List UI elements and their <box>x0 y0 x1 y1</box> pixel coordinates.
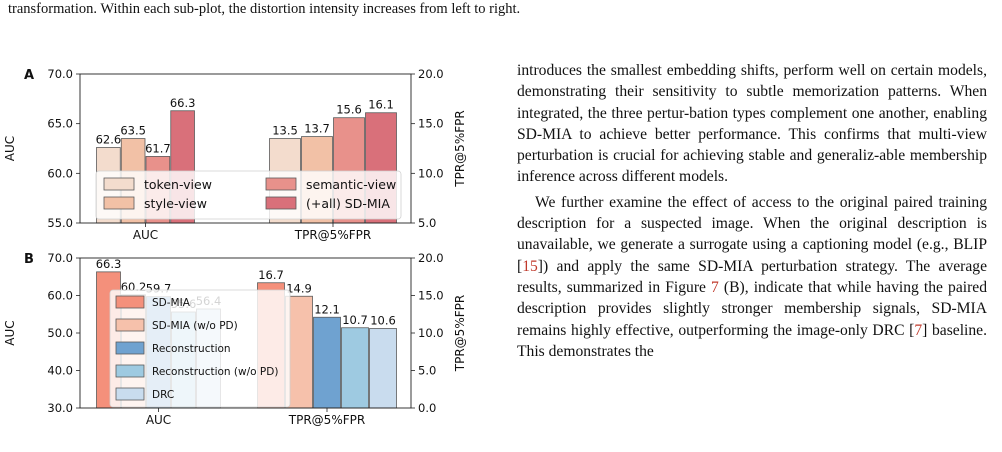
panel-label: B <box>24 252 34 267</box>
legend-swatch <box>115 318 145 332</box>
bar <box>369 328 397 409</box>
bar-value-label: 13.7 <box>304 122 330 136</box>
panel-label: A <box>24 68 34 83</box>
bar-value-label: 13.5 <box>272 124 298 138</box>
legend-swatch <box>103 196 135 210</box>
x-tick-label: TPR@5%FPR <box>294 228 371 242</box>
legend-swatch <box>265 196 297 210</box>
y-tick-label-right: 15.0 <box>418 117 444 131</box>
y-tick-label-left: 65.0 <box>47 117 73 131</box>
legend-label: style-view <box>144 196 207 211</box>
legend-swatch <box>103 177 135 191</box>
x-tick-label: AUC <box>146 413 171 427</box>
legend-swatch <box>265 177 297 191</box>
bar <box>341 327 369 409</box>
paragraph-1: introduces the smallest embedding shifts… <box>517 62 987 186</box>
bar-value-label: 12.1 <box>314 302 340 316</box>
bar-value-label: 16.1 <box>368 98 394 112</box>
legend-label: semantic-view <box>306 177 396 192</box>
bar-value-label: 61.7 <box>145 141 171 155</box>
bar-value-label: 14.9 <box>286 281 312 295</box>
legend-label: SD-MIA <box>152 297 191 309</box>
bar-value-label: 10.7 <box>342 313 368 327</box>
legend-label: token-view <box>144 177 212 192</box>
y-tick-label-right: 10.0 <box>418 166 444 180</box>
y-tick-label-left: 70.0 <box>47 67 73 81</box>
bar-value-label: 62.6 <box>96 133 122 147</box>
y-tick-label-left: 30.0 <box>47 401 73 415</box>
y-tick-label-left: 55.0 <box>47 216 73 230</box>
legend-swatch <box>115 295 145 309</box>
figure-reference-link[interactable]: 7 <box>711 278 719 296</box>
legend-label: SD-MIA (w/o PD) <box>152 320 238 332</box>
bar <box>313 316 341 409</box>
y-axis-label-left: AUC <box>3 320 17 345</box>
y-tick-label-right: 5.0 <box>418 364 436 378</box>
y-tick-label-right: 0.0 <box>418 401 436 415</box>
bar-value-label: 63.5 <box>120 124 146 138</box>
figure-caption-fragment: transformation. Within each sub-plot, th… <box>8 1 521 17</box>
legend-swatch <box>115 364 145 378</box>
y-axis-label-right: TPR@5%FPR <box>453 110 467 187</box>
bar-value-label: 15.6 <box>336 103 362 117</box>
citation-link[interactable]: 7 <box>914 321 923 339</box>
legend-label: Reconstruction <box>152 343 231 355</box>
bar-value-label: 66.3 <box>96 257 122 271</box>
legend-label: DRC <box>152 389 174 401</box>
y-tick-label-right: 5.0 <box>418 216 436 230</box>
x-tick-label: TPR@5%FPR <box>288 413 365 427</box>
y-tick-label-left: 70.0 <box>47 251 73 265</box>
panel-a: A 62.663.5 61.7 66.3 AUC 13.5 13.7 15.6 16.1 TPR@… <box>3 67 467 242</box>
legend-label: (+all) SD-MIA <box>306 196 390 211</box>
paragraph-2: We further examine the effect of access … <box>517 193 987 360</box>
legend-box <box>109 289 291 408</box>
legend-swatch <box>115 341 145 355</box>
plot-frame <box>79 73 412 224</box>
citation-link[interactable]: 15 <box>522 257 538 275</box>
y-tick-label-left: 40.0 <box>47 364 73 378</box>
x-tick-label: AUC <box>133 228 158 242</box>
y-tick-label-left: 60.0 <box>47 166 73 180</box>
y-tick-label-right: 10.0 <box>418 326 444 340</box>
legend-label: Reconstruction (w/o PD) <box>152 366 278 378</box>
y-tick-label-left: 60.0 <box>47 289 73 303</box>
y-axis-label-left: AUC <box>3 136 17 161</box>
panel-b: B66.360.259.755.656.4AUC16.714.912.110.7… <box>3 251 467 427</box>
legend-swatch <box>115 387 145 401</box>
y-tick-label-right: 20.0 <box>418 67 444 81</box>
y-tick-label-right: 20.0 <box>418 251 444 265</box>
bar-value-label: 16.7 <box>258 268 284 282</box>
y-tick-label-left: 50.0 <box>47 326 73 340</box>
body-text-column: introduces the smallest embedding shifts… <box>517 60 987 362</box>
figure-7: A 62.663.5 61.7 66.3 AUC 13.5 13.7 15.6 16.1 TPR@… <box>3 67 467 427</box>
bar-value-label: 10.6 <box>370 314 396 328</box>
bar-value-label: 66.3 <box>170 96 196 110</box>
y-tick-label-right: 15.0 <box>418 289 444 303</box>
legend-box <box>95 170 402 220</box>
y-axis-label-right: TPR@5%FPR <box>453 295 467 372</box>
